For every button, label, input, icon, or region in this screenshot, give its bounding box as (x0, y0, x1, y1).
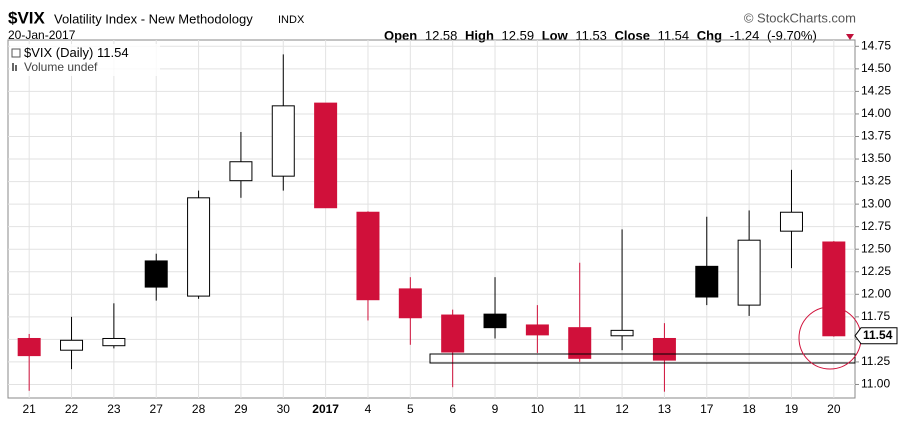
x-tick-label: 19 (785, 402, 799, 416)
candle-body (779, 211, 803, 232)
y-tick-label: 14.25 (861, 84, 891, 98)
candle-body (229, 161, 253, 182)
candle-body (652, 337, 676, 361)
x-tick-label: 4 (365, 402, 372, 416)
candle-body (695, 265, 719, 298)
y-tick-label: 12.75 (861, 219, 891, 233)
candle-body (60, 339, 84, 351)
candle-body (356, 211, 380, 301)
candle-body (483, 313, 507, 329)
plot-frame (7, 39, 856, 399)
y-tick-label: 12.00 (861, 286, 891, 300)
x-tick-label: 11 (573, 402, 586, 416)
x-tick-label: 28 (192, 402, 206, 416)
x-tick-label: 13 (658, 402, 672, 416)
x-tick-label: 29 (234, 402, 248, 416)
x-tick-label: 23 (107, 402, 121, 416)
candle-body (525, 324, 549, 336)
x-tick-label: 17 (700, 402, 714, 416)
symbol: $VIX (8, 8, 46, 27)
x-tick-label: 6 (449, 402, 456, 416)
candle-body (398, 288, 422, 319)
y-tick-label: 12.50 (861, 241, 891, 255)
label: Open (384, 28, 417, 43)
label: High (465, 28, 494, 43)
last-price-tag (854, 327, 898, 345)
legend-value: 11.54 (97, 45, 129, 60)
y-tick-label: 13.00 (861, 196, 891, 210)
candle-body (144, 260, 168, 288)
legend-text: $VIX (Daily) (24, 45, 93, 60)
candle-body (314, 102, 338, 209)
label: Chg (697, 28, 722, 43)
x-tick-label: 2017 (312, 402, 339, 416)
last-price-label: 11.54 (863, 328, 893, 342)
y-tick-label: 11.75 (861, 309, 890, 323)
y-tick-label: 11.25 (861, 354, 890, 368)
y-tick-label: 14.50 (861, 61, 891, 75)
candle-body (822, 241, 846, 337)
x-tick-label: 9 (492, 402, 499, 416)
legend: $VIX (Daily) 11.54 (24, 45, 129, 60)
candles (17, 54, 846, 392)
chart-title: Volatility Index - New Methodology (54, 11, 253, 26)
y-tick-label: 14.75 (861, 38, 891, 52)
date: 20-Jan-2017 (8, 28, 76, 42)
x-tick-label: 21 (22, 402, 36, 416)
candle-body (17, 337, 41, 357)
candle-body (610, 329, 634, 337)
exchange: INDX (278, 14, 305, 26)
value: -1.24 (730, 28, 760, 43)
value: 11.54 (658, 28, 690, 43)
legend-bg (10, 44, 160, 76)
label: Low (542, 28, 569, 43)
source: © StockCharts.com (744, 10, 856, 25)
y-tick-label: 11.00 (861, 377, 890, 391)
grid (8, 40, 855, 398)
value: 12.59 (502, 28, 535, 43)
y-tick-label: 13.25 (861, 174, 891, 188)
x-tick-label: 12 (615, 402, 629, 416)
x-tick-label: 20 (827, 402, 841, 416)
y-tick-label: 13.50 (861, 151, 891, 165)
x-tick-label: 22 (65, 402, 79, 416)
candle-body (568, 327, 592, 359)
x-tick-label: 5 (407, 402, 414, 416)
x-tick-label: 30 (277, 402, 291, 416)
candle-body (737, 239, 761, 306)
label: Close (615, 28, 650, 43)
down-arrow (846, 34, 854, 40)
candle-body (441, 314, 465, 353)
x-tick-label: 10 (531, 402, 545, 416)
y-tick-label: 12.25 (861, 264, 891, 278)
annotation-box (429, 353, 856, 364)
candle-body (271, 105, 295, 177)
y-tick-label: 14.00 (861, 106, 891, 120)
legend-icon (11, 48, 21, 58)
volume-legend: Volume undef (24, 60, 98, 74)
x-tick-label: 27 (150, 402, 164, 416)
ohlc-header: Open 12.58 High 12.59 Low 11.53 Close 11… (384, 28, 817, 43)
y-tick-label: 13.75 (861, 129, 891, 143)
volume-icon (15, 65, 17, 71)
volume-icon (12, 63, 14, 71)
x-tick-label: 18 (742, 402, 756, 416)
candle-body (102, 337, 126, 347)
candle-body (187, 197, 211, 297)
